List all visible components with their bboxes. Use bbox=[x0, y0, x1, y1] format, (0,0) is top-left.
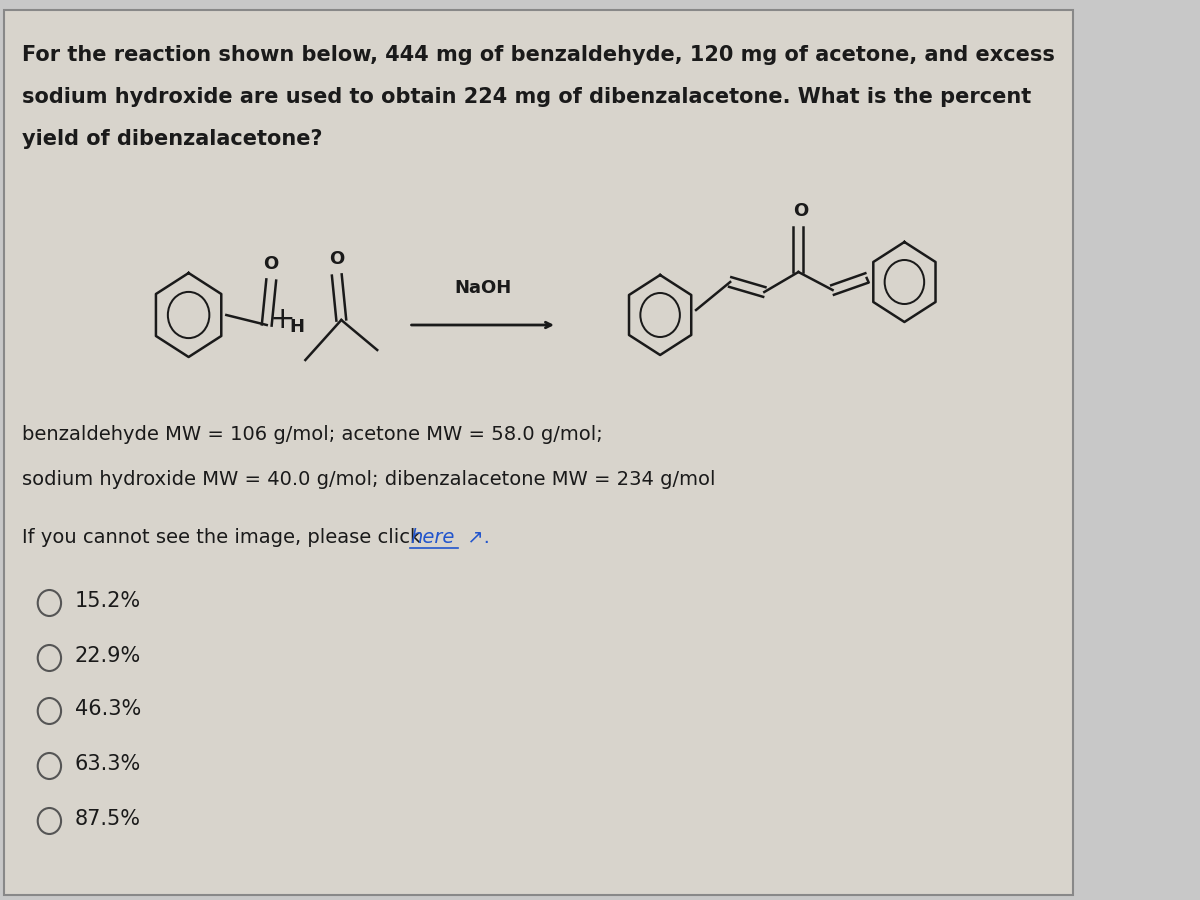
Text: H: H bbox=[289, 318, 304, 336]
Text: NaOH: NaOH bbox=[454, 279, 511, 297]
Text: here: here bbox=[410, 528, 455, 547]
Text: yield of dibenzalacetone?: yield of dibenzalacetone? bbox=[23, 129, 323, 149]
FancyBboxPatch shape bbox=[5, 10, 1073, 895]
Text: O: O bbox=[329, 250, 344, 268]
Text: O: O bbox=[264, 255, 278, 273]
Text: For the reaction shown below, 444 mg of benzaldehyde, 120 mg of acetone, and exc: For the reaction shown below, 444 mg of … bbox=[23, 45, 1055, 65]
Text: 15.2%: 15.2% bbox=[74, 591, 140, 611]
Text: O: O bbox=[793, 202, 809, 220]
Text: 63.3%: 63.3% bbox=[74, 754, 140, 774]
Text: benzaldehyde MW = 106 g/mol; acetone MW = 58.0 g/mol;: benzaldehyde MW = 106 g/mol; acetone MW … bbox=[23, 425, 604, 444]
Text: 87.5%: 87.5% bbox=[74, 809, 140, 829]
Text: 46.3%: 46.3% bbox=[74, 699, 140, 719]
Text: If you cannot see the image, please click: If you cannot see the image, please clic… bbox=[23, 528, 428, 547]
Text: +: + bbox=[270, 305, 295, 335]
Text: sodium hydroxide MW = 40.0 g/mol; dibenzalacetone MW = 234 g/mol: sodium hydroxide MW = 40.0 g/mol; dibenz… bbox=[23, 470, 716, 489]
Text: ↗.: ↗. bbox=[461, 528, 490, 547]
Text: 22.9%: 22.9% bbox=[74, 646, 140, 666]
Text: sodium hydroxide are used to obtain 224 mg of dibenzalacetone. What is the perce: sodium hydroxide are used to obtain 224 … bbox=[23, 87, 1032, 107]
